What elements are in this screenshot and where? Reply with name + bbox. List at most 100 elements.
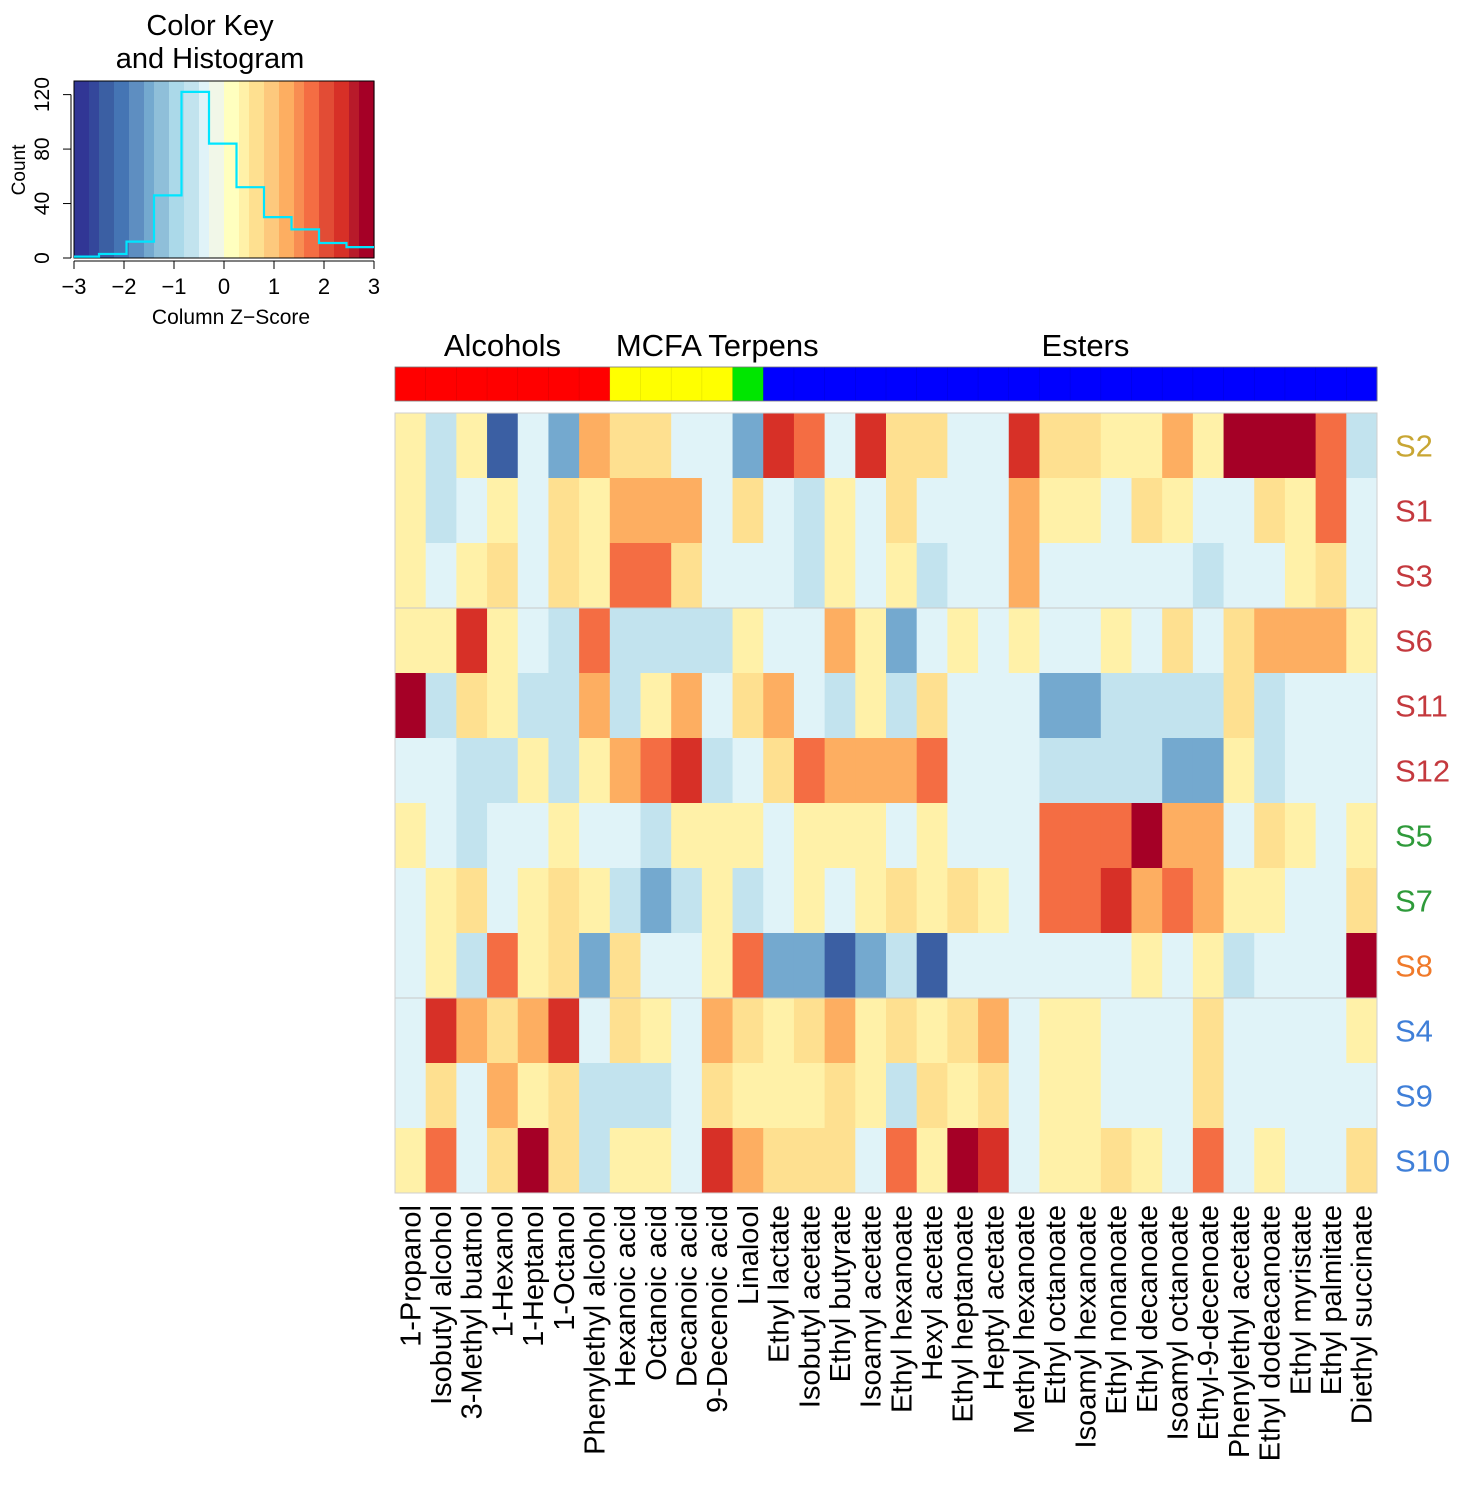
heatmap-cell	[1070, 673, 1102, 739]
heatmap-cell	[1070, 543, 1102, 609]
heatmap-cell	[1039, 868, 1071, 934]
color-key-stripe	[104, 81, 110, 258]
heatmap-cell	[640, 673, 672, 739]
heatmap-cell	[395, 868, 427, 934]
column-label: Ethyl myristate	[1285, 1205, 1317, 1395]
heatmap-cell	[425, 673, 457, 739]
heatmap-cell	[1346, 803, 1378, 869]
heatmap-cell	[1346, 738, 1378, 804]
heatmap-cell	[1315, 868, 1347, 934]
key-title-line2: and Histogram	[116, 43, 305, 75]
heatmap-cell	[1039, 803, 1071, 869]
heatmap-cell	[1162, 998, 1194, 1064]
column-label: Isobutyl alcohol	[426, 1205, 458, 1405]
heatmap-cell	[1192, 413, 1224, 479]
heatmap-cell	[824, 998, 856, 1064]
heatmap-cell	[1346, 1128, 1378, 1194]
heatmap-cell	[916, 998, 948, 1064]
heatmap-cell	[855, 673, 887, 739]
heatmap-cell	[609, 1128, 641, 1194]
heatmap-cell	[640, 868, 672, 934]
heatmap-cell	[1284, 1128, 1317, 1194]
heatmap-cell	[1100, 998, 1132, 1064]
heatmap-cell	[947, 608, 979, 674]
heatmap-cell	[1254, 738, 1286, 804]
heatmap-cell	[487, 933, 519, 999]
heatmap-cell	[1162, 673, 1194, 739]
column-label: Ethyl nonanoate	[1101, 1205, 1133, 1415]
heatmap-cell	[1192, 608, 1224, 674]
heatmap-cell	[1192, 478, 1224, 544]
column-label: Ethyl lactate	[764, 1205, 796, 1363]
key-y-tick-label: 0	[31, 252, 54, 264]
heatmap-cell	[517, 1063, 549, 1129]
heatmap-cell	[978, 1128, 1010, 1194]
heatmap-frame	[394, 412, 1378, 1194]
heatmap-cell	[793, 608, 826, 674]
heatmap-cell	[517, 543, 549, 609]
heatmap-cell	[886, 413, 918, 479]
heatmap-cell	[916, 608, 948, 674]
heatmap-cell	[1131, 933, 1163, 999]
key-x-tick-label: 0	[218, 274, 230, 299]
heatmap-cell	[579, 868, 611, 934]
heatmap-cell	[1039, 1128, 1071, 1194]
heatmap-cell	[548, 1128, 580, 1194]
heatmap-cell	[732, 608, 764, 674]
heatmap-cell	[763, 413, 795, 479]
color-key-stripe	[239, 81, 245, 258]
heatmap-cell	[609, 543, 641, 609]
heatmap-cell	[671, 608, 703, 674]
heatmap-cell	[579, 543, 611, 609]
heatmap-cell	[548, 608, 580, 674]
heatmap-cell	[824, 868, 856, 934]
heatmap-cell	[1008, 868, 1040, 934]
row-label: S10	[1395, 1144, 1450, 1179]
heatmap-cell	[517, 413, 549, 479]
heatmap-cell	[855, 608, 887, 674]
heatmap-cell	[1254, 543, 1286, 609]
heatmap-cell	[1039, 738, 1071, 804]
heatmap-cell	[425, 413, 457, 479]
heatmap-cell	[517, 998, 549, 1064]
heatmap-cell	[916, 738, 948, 804]
column-label: Ethyl palmitate	[1316, 1205, 1348, 1395]
heatmap-cell	[1315, 413, 1347, 479]
heatmap-cell	[1254, 1063, 1286, 1129]
heatmap-cell	[1346, 1063, 1378, 1129]
heatmap-cell	[1039, 673, 1071, 739]
color-key-stripe	[89, 81, 95, 258]
color-key-stripe	[194, 81, 200, 258]
heatmap-cell	[579, 1063, 611, 1129]
color-key-stripe	[114, 81, 120, 258]
group-bar-segment	[732, 367, 764, 401]
color-key: −3 −2 −1 0 1 2 3 0 40 80 120 Count Column Z−Score Col…	[9, 10, 380, 329]
heatmap-cell	[395, 1128, 427, 1194]
heatmap-cell	[1192, 803, 1224, 869]
color-key-stripe	[99, 81, 105, 258]
key-y-tick-label: 40	[31, 192, 54, 215]
heatmap-cell	[1284, 478, 1317, 544]
heatmap-cell	[916, 1063, 948, 1129]
heatmap-cell	[395, 478, 427, 544]
heatmap-cell	[456, 933, 488, 999]
heatmap-cell	[916, 1128, 948, 1194]
heatmap-cell	[855, 543, 887, 609]
heatmap-cell	[916, 543, 948, 609]
heatmap-cell	[824, 478, 856, 544]
heatmap-cell	[978, 998, 1010, 1064]
column-label: Diethyl succinate	[1347, 1205, 1379, 1424]
heatmap-cell	[1192, 998, 1224, 1064]
color-key-stripe	[279, 81, 285, 258]
group-color-bar: Alcohols MCFA Terpens Esters	[394, 328, 1378, 402]
color-key-stripe	[294, 81, 300, 258]
heatmap-cell	[916, 673, 948, 739]
color-key-stripe	[134, 81, 140, 258]
heatmap-cell	[947, 478, 979, 544]
color-key-stripe	[74, 81, 80, 258]
heatmap-cell	[1008, 933, 1040, 999]
heatmap-cell	[425, 803, 457, 869]
heatmap-cell	[609, 608, 641, 674]
heatmap-cell	[487, 803, 519, 869]
